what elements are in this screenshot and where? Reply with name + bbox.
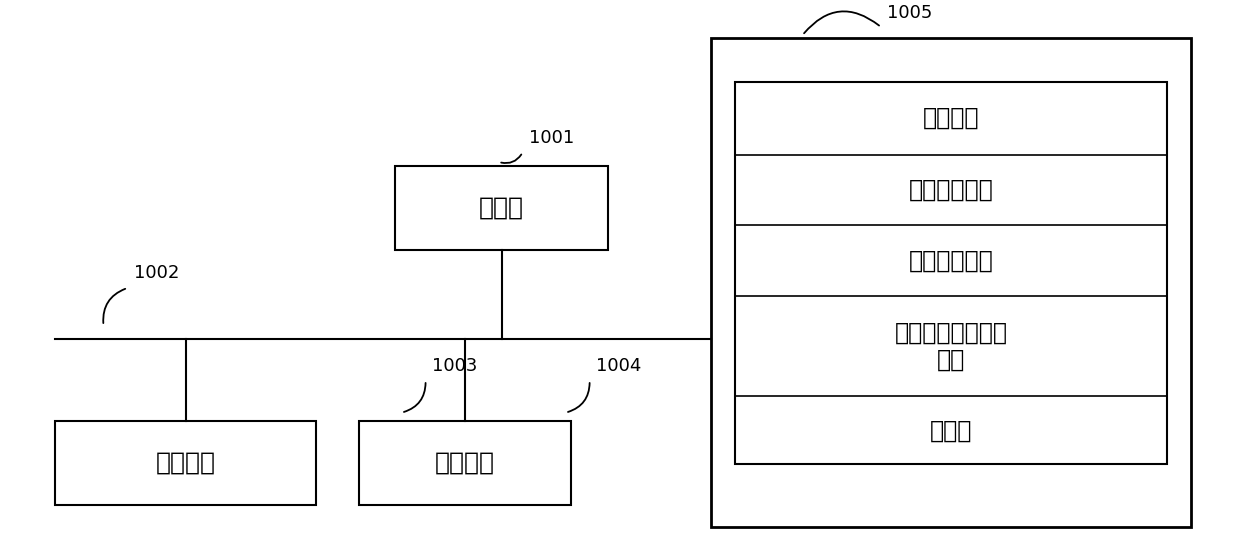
Bar	[55, 421, 316, 505]
Text: 用户接口: 用户接口	[155, 451, 216, 475]
Text: 1002: 1002	[134, 264, 180, 283]
Text: 光模块的电流修正
程序: 光模块的电流修正 程序	[894, 320, 1008, 372]
Text: 1001: 1001	[528, 129, 574, 147]
Text: 1004: 1004	[595, 357, 641, 375]
Text: 操作系统: 操作系统	[923, 106, 980, 130]
Text: 用户接口模块: 用户接口模块	[909, 249, 993, 273]
Text: 存储器: 存储器	[930, 418, 972, 443]
Bar	[711, 38, 1192, 527]
Bar	[735, 81, 1167, 464]
Bar	[396, 166, 608, 250]
Text: 1005: 1005	[888, 4, 932, 22]
Text: 网络通信模块: 网络通信模块	[909, 178, 993, 202]
Text: 1003: 1003	[432, 357, 477, 375]
Text: 网络接口: 网络接口	[435, 451, 495, 475]
Bar	[358, 421, 572, 505]
Text: 处理器: 处理器	[479, 196, 525, 220]
